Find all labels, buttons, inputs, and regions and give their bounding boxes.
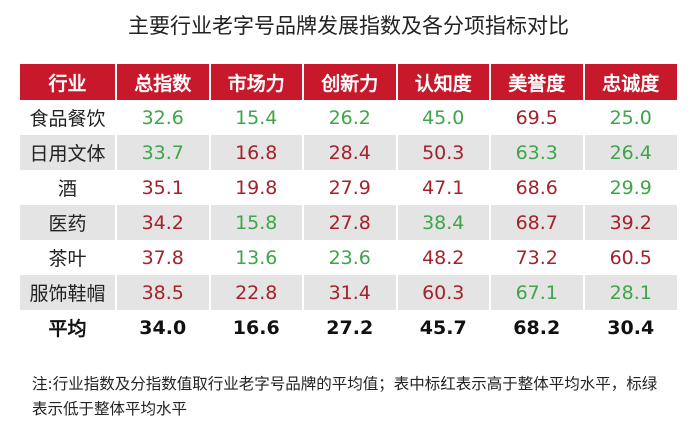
value-cell: 27.9 [302,170,397,205]
average-cell: 16.6 [208,310,303,345]
average-cell: 平均 [48,318,87,340]
value-cell: 48.2 [395,240,490,275]
value-cell: 25.0 [582,100,677,135]
value-cell: 68.6 [489,170,584,205]
value-cell: 15.4 [208,100,303,135]
value-cell: 26.2 [302,100,397,135]
header-row: 行业 总指数 市场力 创新力 认知度 美誉度 忠诚度 [20,64,677,100]
row: 日用文体 33.7 16.8 28.4 50.3 63.3 26.4 [20,135,677,170]
header-cell: 忠诚度 [582,64,677,100]
industry-cell: 酒 [57,178,77,200]
value-cell: 16.8 [208,135,303,170]
header-cell: 认知度 [395,64,490,100]
value-cell: 67.1 [489,275,584,310]
industry-cell: 医药 [20,205,116,240]
title: 主要行业老字号品牌发展指数及各分项指标对比 [128,14,569,38]
average-cell: 30.4 [582,310,677,345]
header-cell: 市场力 [208,64,303,100]
average-cell: 68.2 [489,310,584,345]
row: 茶叶 37.8 13.6 23.6 48.2 73.2 60.5 [20,240,677,275]
value-cell: 60.5 [582,240,677,275]
value-cell: 22.8 [208,275,303,310]
header-cell: 创新力 [302,64,397,100]
average-cell: 45.7 [395,310,490,345]
table: 行业 总指数 市场力 创新力 认知度 美誉度 忠诚度食品餐饮 32.6 15.4 26.2 45.0… [20,64,677,345]
value-cell: 28.1 [582,275,677,310]
value-cell: 28.4 [302,135,397,170]
value-cell: 68.7 [489,205,584,240]
value-cell: 45.0 [395,100,490,135]
value-cell: 69.5 [489,100,584,135]
value-cell: 15.8 [208,205,303,240]
value-cell: 37.8 [115,240,210,275]
value-cell: 39.2 [582,205,677,240]
value-cell: 27.8 [302,205,397,240]
row: 酒 35.1 19.8 27.9 47.1 68.6 29.9 [20,170,677,205]
row: 食品餐饮 32.6 15.4 26.2 45.0 69.5 25.0 [20,100,677,135]
value-cell: 63.3 [489,135,584,170]
value-cell: 34.2 [115,205,210,240]
header-cell: 行业 [20,64,116,100]
header-cell: 美誉度 [489,64,584,100]
value-cell: 19.8 [208,170,303,205]
row: 医药 34.2 15.8 27.8 38.4 68.7 39.2 [20,205,677,240]
note: 注:行业指数及分指数值取行业老字号品牌的平均值；表中标红表示高于整体平均水平，标… [32,375,658,418]
value-cell: 38.5 [115,275,210,310]
value-cell: 32.6 [115,100,210,135]
value-cell: 38.4 [395,205,490,240]
industry-cell: 服饰鞋帽 [20,275,116,310]
row: 服饰鞋帽 38.5 22.8 31.4 60.3 67.1 28.1 [20,275,677,310]
average-row: 平均 34.0 16.6 27.2 45.7 68.2 30.4 [20,310,677,345]
industry-cell: 日用文体 [20,135,116,170]
value-cell: 50.3 [395,135,490,170]
value-cell: 73.2 [489,240,584,275]
value-cell: 26.4 [582,135,677,170]
value-cell: 35.1 [115,170,210,205]
value-cell: 29.9 [582,170,677,205]
value-cell: 13.6 [208,240,303,275]
value-cell: 47.1 [395,170,490,205]
value-cell: 23.6 [302,240,397,275]
average-cell: 34.0 [115,310,210,345]
value-cell: 33.7 [115,135,210,170]
industry-cell: 食品餐饮 [29,108,106,130]
header-cell: 总指数 [115,64,210,100]
average-cell: 27.2 [302,310,397,345]
value-cell: 60.3 [395,275,490,310]
value-cell: 31.4 [302,275,397,310]
industry-cell: 茶叶 [48,248,87,270]
